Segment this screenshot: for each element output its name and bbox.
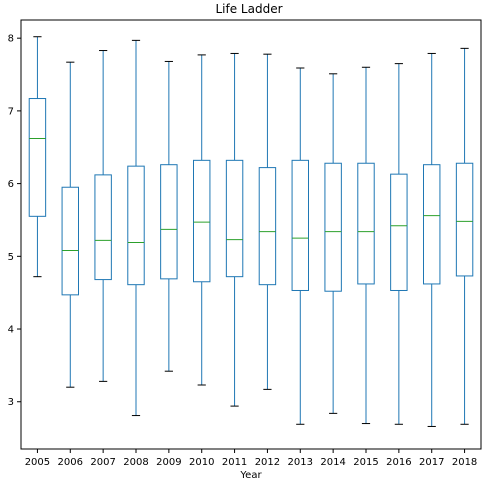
iqr-box [291,159,310,291]
y-tick-label: 8 [8,34,14,45]
box-2008 [127,39,145,417]
box-2011 [225,52,244,407]
box-2009 [160,60,178,372]
x-tick-label: 2008 [123,457,148,468]
box-2016 [390,63,408,425]
x-axis-label: Year [239,470,262,481]
box-2012 [258,53,277,390]
iqr-box [455,162,474,277]
x-tick-label: 2015 [353,457,378,468]
x-tick-label: 2006 [58,457,83,468]
box-2018 [455,47,474,425]
x-tick-label: 2010 [189,457,214,468]
iqr-box [324,162,342,292]
iqr-box [357,162,375,285]
iqr-box [193,159,211,283]
x-tick-label: 2017 [419,457,444,468]
x-axis: 2005 2006 2007 2008 2009 2010 2011 2012 2013 2014… [25,449,477,468]
y-tick-label: 5 [8,252,14,263]
y-tick-label: 6 [8,179,14,190]
iqr-box [28,98,47,217]
iqr-box [390,173,408,291]
box-2015 [357,66,375,425]
iqr-box [127,165,145,286]
box-2005 [28,36,47,278]
x-tick-label: 2016 [386,457,411,468]
plot-frame [20,19,482,450]
y-axis: 3 4 5 6 7 8 [8,34,21,408]
iqr-box [160,164,178,280]
x-tick-label: 2013 [288,457,313,468]
x-tick-label: 2009 [156,457,181,468]
x-tick-label: 2014 [320,457,345,468]
x-tick-label: 2011 [222,457,247,468]
box-2014 [324,73,342,414]
chart-title: Life Ladder [215,2,282,16]
iqr-box [61,186,80,296]
iqr-box [94,174,112,281]
y-tick-label: 3 [8,397,14,408]
iqr-box [225,159,244,278]
y-tick-label: 7 [8,106,14,117]
x-tick-label: 2012 [255,457,280,468]
box-2007 [94,50,112,382]
x-tick-label: 2018 [452,457,477,468]
iqr-box [423,164,441,285]
y-tick-label: 4 [8,325,14,336]
box-group [28,36,474,427]
iqr-box [258,167,277,286]
box-2013 [291,67,310,425]
x-tick-label: 2007 [90,457,115,468]
box-2010 [193,54,211,386]
x-tick-label: 2005 [25,457,50,468]
box-2017 [423,52,441,427]
box-2006 [61,61,80,388]
